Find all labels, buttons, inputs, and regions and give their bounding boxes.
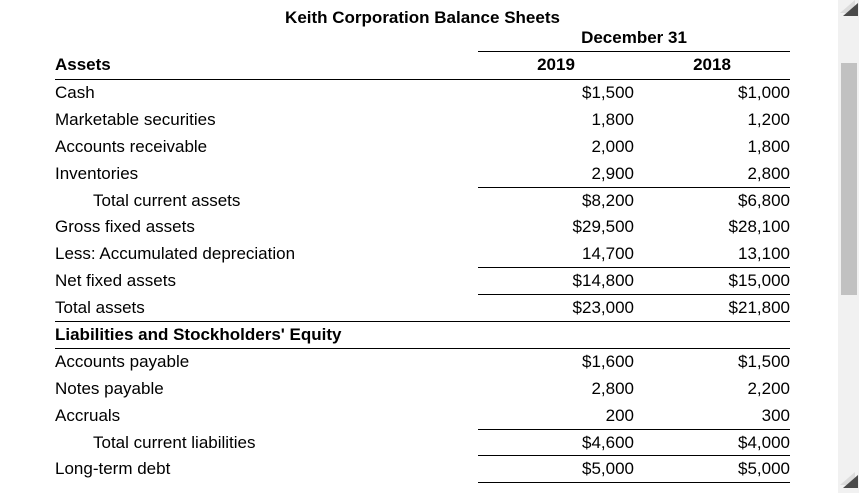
table-row: Marketable securities 1,800 1,200 xyxy=(55,107,790,134)
value-2018: 2,800 xyxy=(747,163,790,183)
row-label: Cash xyxy=(55,83,95,102)
column-header-2019: 2019 xyxy=(537,55,575,74)
table-row: Total current liabilities $4,600 $4,000 xyxy=(55,430,790,457)
row-label: Net fixed assets xyxy=(55,271,176,291)
row-values: $1,600 $1,500 xyxy=(478,349,790,376)
value-2018: $1,500 xyxy=(738,351,790,371)
row-values: $14,800 $15,000 xyxy=(478,268,790,296)
value-2018: $6,800 xyxy=(738,190,790,210)
row-values: 14,700 13,100 xyxy=(478,241,790,269)
row-label: Accounts payable xyxy=(55,351,190,371)
table-row: Long-term debt $5,000 $5,000 xyxy=(55,456,790,484)
value-2019: 14,700 xyxy=(582,244,634,264)
value-2019: $8,200 xyxy=(582,190,634,210)
row-values: $8,200 $6,800 xyxy=(478,188,790,215)
row-values: $5,000 $5,000 xyxy=(478,456,790,484)
table-row: Total assets $23,000 $21,800 xyxy=(55,295,790,323)
row-label: Accruals xyxy=(55,405,121,425)
row-label: Inventories xyxy=(55,163,139,183)
value-2019: $5,000 xyxy=(582,459,634,479)
value-2018: 300 xyxy=(761,405,790,425)
value-2019: $29,500 xyxy=(572,217,634,237)
table-row: Net fixed assets $14,800 $15,000 xyxy=(55,268,790,296)
table-row: Inventories 2,900 2,800 xyxy=(55,161,790,188)
value-2019: 2,800 xyxy=(591,378,634,398)
row-values: $29,500 $28,100 xyxy=(478,214,790,241)
table-row: Accounts receivable 2,000 1,800 xyxy=(55,134,790,161)
row-values: $4,600 $4,000 xyxy=(478,430,790,457)
value-2019: $14,800 xyxy=(572,271,634,291)
value-2018: $4,000 xyxy=(738,432,790,452)
liabilities-section-header: Liabilities and Stockholders' Equity xyxy=(55,325,342,345)
value-2019: 2,900 xyxy=(591,163,634,183)
value-2018: $15,000 xyxy=(728,271,790,291)
row-values: 200 300 xyxy=(478,403,790,430)
column-header-row: Assets 2019 2018 xyxy=(55,52,790,80)
row-label: Total assets xyxy=(55,298,145,318)
row-label: Marketable securities xyxy=(55,109,216,129)
row-values: $23,000 $21,800 xyxy=(478,295,790,321)
vertical-scrollbar[interactable] xyxy=(838,0,859,493)
value-2019: 1,800 xyxy=(591,109,634,129)
row-values: 2,000 1,800 xyxy=(478,134,790,161)
value-2018: $5,000 xyxy=(738,459,790,479)
row-label: Notes payable xyxy=(55,378,164,398)
table-row: Notes payable 2,800 2,200 xyxy=(55,376,790,403)
value-2018: 1,200 xyxy=(747,109,790,129)
row-label: Accounts receivable xyxy=(55,136,208,156)
column-header-2018: 2018 xyxy=(693,55,731,74)
page-title: Keith Corporation Balance Sheets xyxy=(285,8,560,27)
value-2019: 200 xyxy=(605,405,634,425)
scroll-up-arrow-icon[interactable] xyxy=(840,0,858,16)
section-header-row: Liabilities and Stockholders' Equity xyxy=(55,322,790,349)
scrollbar-thumb[interactable] xyxy=(841,63,857,295)
table-row: Gross fixed assets $29,500 $28,100 xyxy=(55,214,790,241)
value-2018: $28,100 xyxy=(728,217,790,237)
value-2019: $23,000 xyxy=(572,298,634,318)
row-values: 2,900 2,800 xyxy=(478,161,790,188)
row-label: Total current assets xyxy=(93,190,241,210)
row-values: $1,500 $1,000 xyxy=(478,80,790,107)
balance-sheet: Keith Corporation Balance Sheets Decembe… xyxy=(55,0,790,484)
table-row: Accruals 200 300 xyxy=(55,403,790,430)
year-headers: 2019 2018 xyxy=(478,52,790,79)
value-2018: 13,100 xyxy=(738,244,790,264)
table-row: Total current assets $8,200 $6,800 xyxy=(55,188,790,215)
table-row: Accounts payable $1,600 $1,500 xyxy=(55,349,790,376)
value-2018: $21,800 xyxy=(728,298,790,318)
value-2019: 2,000 xyxy=(591,136,634,156)
table-row: Less: Accumulated depreciation 14,700 13,1… xyxy=(55,241,790,269)
date-header: December 31 xyxy=(478,26,790,52)
row-label: Less: Accumulated depreciation xyxy=(55,244,296,264)
assets-section-header: Assets xyxy=(55,55,111,74)
table-row: Cash $1,500 $1,000 xyxy=(55,80,790,107)
value-2018: 2,200 xyxy=(747,378,790,398)
scroll-down-arrow-icon[interactable] xyxy=(840,472,858,488)
row-values: 2,800 2,200 xyxy=(478,376,790,403)
value-2019: $1,600 xyxy=(582,351,634,371)
value-2018: $1,000 xyxy=(738,83,790,102)
value-2019: $1,500 xyxy=(582,83,634,102)
value-2018: 1,800 xyxy=(747,136,790,156)
table-body: Cash $1,500 $1,000 Marketable securities 1,8… xyxy=(55,80,790,484)
value-2019: $4,600 xyxy=(582,432,634,452)
row-label: Long-term debt xyxy=(55,459,171,479)
date-header-spacer xyxy=(55,26,478,52)
row-label: Total current liabilities xyxy=(93,432,256,452)
row-label: Gross fixed assets xyxy=(55,217,195,237)
date-header-row: December 31 xyxy=(55,26,790,52)
row-values: 1,800 1,200 xyxy=(478,107,790,134)
